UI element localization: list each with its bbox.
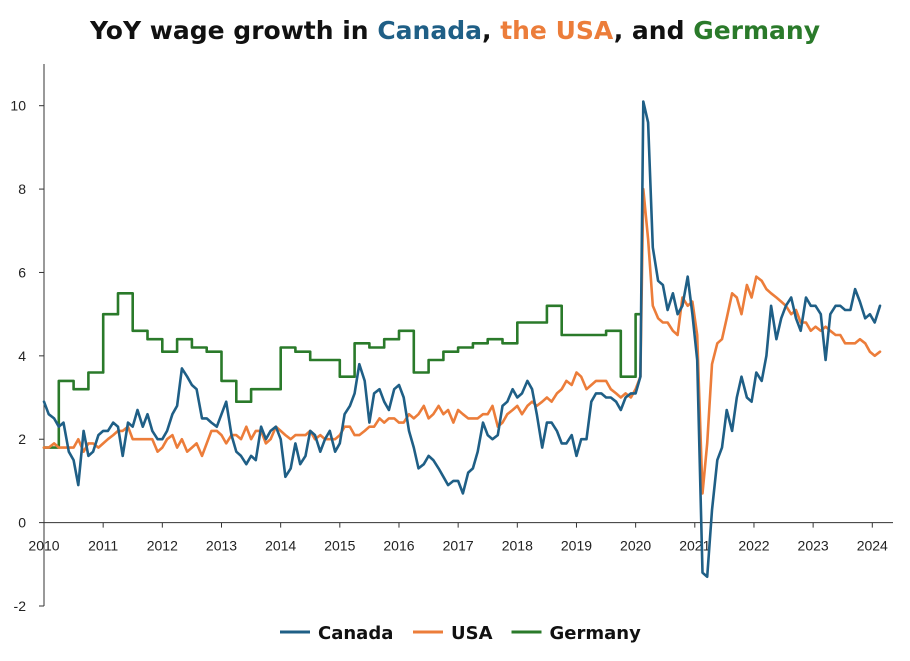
x-tick-label: 2019: [561, 538, 592, 554]
x-tick-label: 2012: [147, 538, 178, 554]
y-tick-label: 2: [18, 431, 26, 447]
y-ticks: -2 0 2 4 6 8 10: [10, 98, 44, 614]
x-tick-label: 2015: [324, 538, 355, 554]
series-line-germany: [42, 292, 642, 449]
legend: Canada USA Germany: [280, 623, 641, 644]
chart-title: YoY wage growth in Canada, the USA, and …: [89, 16, 820, 45]
x-tick-label: 2018: [502, 538, 533, 554]
x-tick-label: 2011: [88, 538, 118, 554]
title-part-3: the USA: [500, 16, 614, 45]
x-tick-label: 2010: [28, 538, 59, 554]
title-part-5: Germany: [693, 16, 820, 45]
title-part-4: , and: [614, 16, 693, 45]
legend-label: Germany: [550, 623, 642, 644]
series-line-usa: [42, 187, 882, 495]
x-tick-label: 2022: [738, 538, 769, 554]
y-tick-label: -2: [14, 598, 27, 614]
title-part-2: ,: [482, 16, 500, 45]
title-part-1: Canada: [377, 16, 482, 45]
legend-label: USA: [451, 623, 493, 644]
x-tick-label: 2017: [443, 538, 474, 554]
x-tick-label: 2024: [857, 538, 888, 554]
y-tick-label: 4: [18, 348, 26, 364]
x-tick-label: 2013: [206, 538, 237, 554]
x-tick-label: 2014: [265, 538, 296, 554]
y-tick-label: 8: [18, 181, 26, 197]
y-tick-label: 0: [18, 515, 26, 531]
y-tick-label: 10: [10, 98, 26, 114]
x-tick-label: 2023: [798, 538, 829, 554]
legend-item-germany: Germany: [511, 623, 642, 644]
series-line-canada: [42, 100, 882, 579]
x-ticks: 2010 2011 2012 2013 2014 2015 2016 2017 2018 2019…: [28, 522, 888, 554]
series-lines: [42, 100, 882, 579]
x-tick-label: 2021: [679, 538, 710, 554]
title-part-0: YoY wage growth in: [89, 16, 377, 45]
legend-item-usa: USA: [413, 623, 493, 644]
x-tick-label: 2020: [620, 538, 651, 554]
legend-item-canada: Canada: [280, 623, 393, 644]
x-tick-label: 2016: [383, 538, 414, 554]
legend-label: Canada: [318, 623, 393, 644]
y-tick-label: 6: [18, 264, 26, 280]
